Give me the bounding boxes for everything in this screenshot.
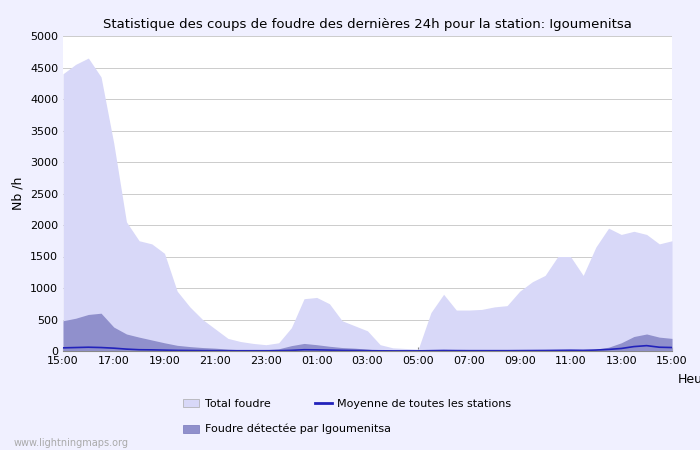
Text: Heure: Heure (678, 373, 700, 386)
Legend: Foudre détectée par Igoumenitsa: Foudre détectée par Igoumenitsa (178, 419, 396, 439)
Y-axis label: Nb /h: Nb /h (11, 177, 25, 210)
Text: www.lightningmaps.org: www.lightningmaps.org (14, 438, 129, 448)
Title: Statistique des coups de foudre des dernières 24h pour la station: Igoumenitsa: Statistique des coups de foudre des dern… (103, 18, 632, 31)
